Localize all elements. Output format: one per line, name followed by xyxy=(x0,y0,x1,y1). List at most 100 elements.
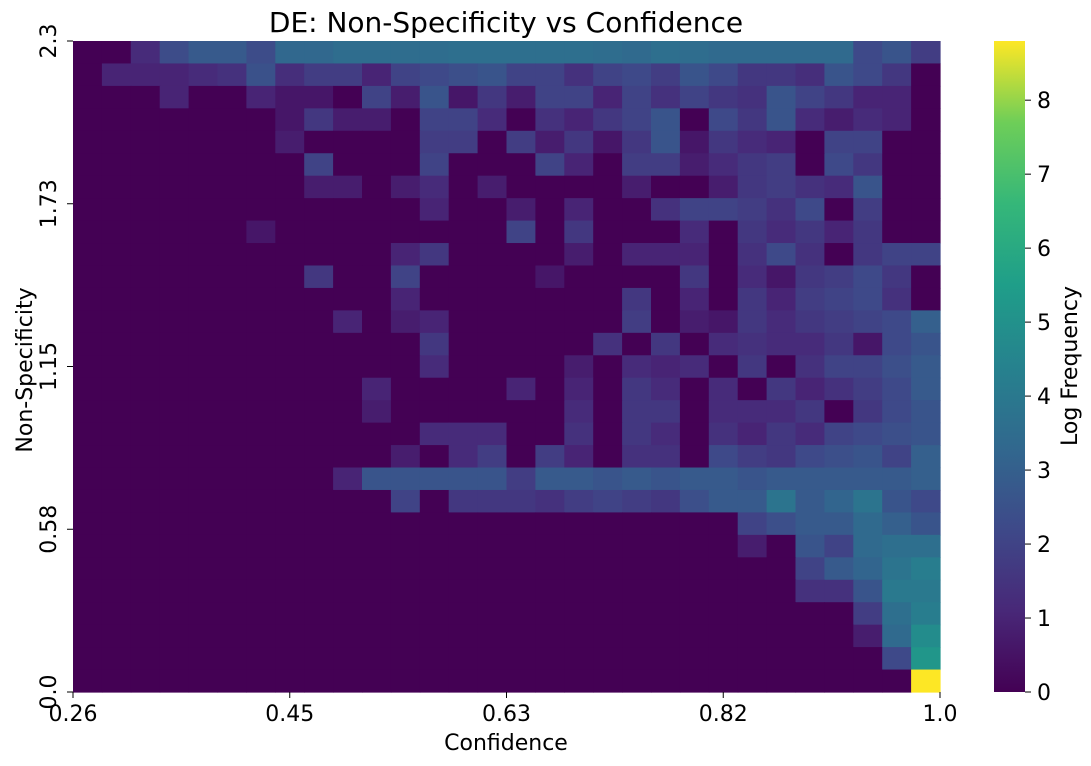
heatmap-cell xyxy=(651,41,681,65)
heatmap-cell xyxy=(419,130,450,154)
heatmap-cell xyxy=(679,557,710,581)
heatmap-cell xyxy=(911,534,941,558)
heatmap-cell xyxy=(362,534,392,558)
heatmap-cell xyxy=(246,579,276,603)
heatmap-cell xyxy=(708,624,739,648)
heatmap-cell xyxy=(593,153,623,177)
heatmap-cell xyxy=(246,175,276,199)
chart-title: DE: Non-Specificity vs Confidence xyxy=(269,6,743,39)
heatmap-cell xyxy=(362,355,392,379)
heatmap-cell xyxy=(477,512,508,536)
heatmap-cell xyxy=(390,153,421,177)
heatmap-cell xyxy=(651,467,681,491)
heatmap-cell xyxy=(73,602,103,626)
heatmap-cell xyxy=(73,220,103,244)
heatmap-cell xyxy=(824,624,854,648)
heatmap-cell xyxy=(766,512,797,536)
heatmap-cell xyxy=(159,602,190,626)
heatmap-cell xyxy=(882,512,912,536)
heatmap-cell xyxy=(246,377,276,401)
heatmap-cell xyxy=(535,377,565,401)
heatmap-cell xyxy=(535,153,565,177)
heatmap-cell xyxy=(390,512,421,536)
heatmap-cell xyxy=(853,512,883,536)
heatmap-cell xyxy=(766,243,797,267)
heatmap-cell xyxy=(159,467,190,491)
heatmap-cell xyxy=(882,243,912,267)
heatmap-cell xyxy=(188,400,219,424)
heatmap-cell xyxy=(188,624,219,648)
heatmap-cell xyxy=(708,512,739,536)
heatmap-cell xyxy=(679,602,710,626)
heatmap-cell xyxy=(130,198,161,222)
heatmap-cell xyxy=(73,108,103,132)
heatmap-cell xyxy=(362,63,392,87)
heatmap-cell xyxy=(419,355,450,379)
heatmap-cell xyxy=(593,512,623,536)
heatmap-cell xyxy=(737,220,768,244)
heatmap-cell xyxy=(101,557,132,581)
heatmap-cell xyxy=(506,669,536,693)
heatmap-cell xyxy=(593,422,623,446)
heatmap-cell xyxy=(275,669,305,693)
heatmap-cell xyxy=(390,355,421,379)
heatmap-cell xyxy=(853,602,883,626)
heatmap-cell xyxy=(333,445,363,469)
heatmap-cell xyxy=(159,512,190,536)
heatmap-cell xyxy=(506,41,536,65)
heatmap-cell xyxy=(506,534,536,558)
heatmap-cell xyxy=(333,85,363,109)
heatmap-cell xyxy=(390,624,421,648)
heatmap-cell xyxy=(564,85,594,109)
heatmap-cell xyxy=(679,108,710,132)
heatmap-cell xyxy=(275,422,305,446)
heatmap-cell xyxy=(911,579,941,603)
x-tick-label: 1.0 xyxy=(923,702,958,727)
heatmap-cell xyxy=(188,153,219,177)
heatmap-cell xyxy=(679,400,710,424)
heatmap-cell xyxy=(708,85,739,109)
heatmap-cell xyxy=(708,153,739,177)
heatmap-cell xyxy=(882,287,912,311)
heatmap-cell xyxy=(506,198,536,222)
heatmap-cell xyxy=(622,175,652,199)
heatmap-cell xyxy=(419,445,450,469)
heatmap-cell xyxy=(824,579,854,603)
heatmap-cell xyxy=(448,400,479,424)
heatmap-cell xyxy=(535,265,565,289)
heatmap-cell xyxy=(911,602,941,626)
heatmap-cell xyxy=(362,41,392,65)
heatmap-cell xyxy=(246,287,276,311)
heatmap-cell xyxy=(362,220,392,244)
heatmap-cell xyxy=(101,579,132,603)
heatmap-cell xyxy=(795,377,825,401)
colorbar-tick-label: 5 xyxy=(1037,311,1051,336)
heatmap-cell xyxy=(333,310,363,334)
heatmap-cell xyxy=(101,243,132,267)
heatmap-cell xyxy=(477,377,508,401)
heatmap-cell xyxy=(217,647,247,671)
heatmap-cell xyxy=(911,647,941,671)
heatmap-cell xyxy=(911,85,941,109)
heatmap-cell xyxy=(535,467,565,491)
heatmap-cell xyxy=(159,332,190,356)
heatmap-cell xyxy=(390,41,421,65)
heatmap-cell xyxy=(622,467,652,491)
heatmap-cell xyxy=(448,153,479,177)
heatmap-cell xyxy=(593,175,623,199)
heatmap-cell xyxy=(882,579,912,603)
heatmap-cell xyxy=(159,355,190,379)
heatmap-cell xyxy=(217,467,247,491)
heatmap-cell xyxy=(708,602,739,626)
heatmap-cell xyxy=(390,579,421,603)
heatmap-cell xyxy=(622,243,652,267)
heatmap-cell xyxy=(795,602,825,626)
heatmap-cell xyxy=(564,332,594,356)
heatmap-cell xyxy=(853,153,883,177)
heatmap-cell xyxy=(795,624,825,648)
heatmap-cell xyxy=(679,153,710,177)
heatmap-cell xyxy=(795,422,825,446)
heatmap-cell xyxy=(101,175,132,199)
heatmap-cell xyxy=(651,265,681,289)
heatmap-cell xyxy=(506,287,536,311)
